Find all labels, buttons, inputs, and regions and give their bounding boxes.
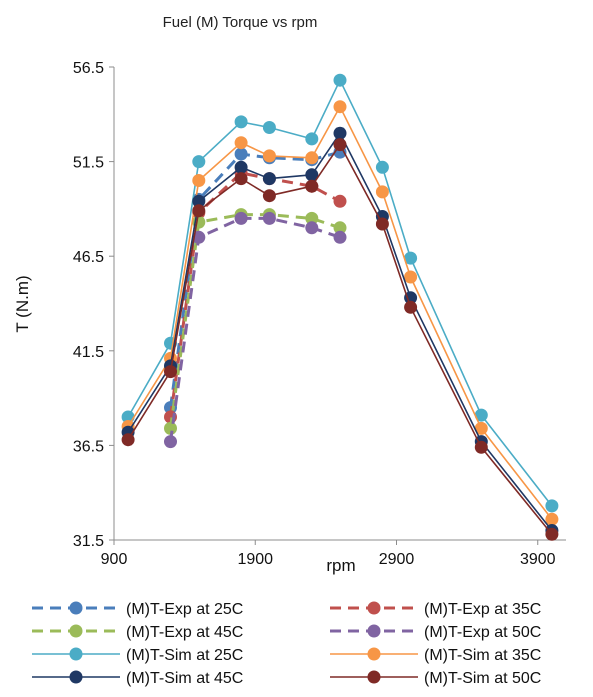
data-point (164, 435, 177, 449)
legend-item-5: (M)T-Sim at 25C (32, 647, 243, 664)
legend-swatch-marker (69, 601, 83, 615)
data-point (262, 189, 276, 203)
legend: (M)T-Exp at 25C (M)T-Exp at 35C (M)T-Exp a… (32, 601, 541, 687)
data-point (474, 440, 488, 454)
data-point (164, 365, 177, 379)
data-point (305, 132, 319, 146)
data-point (333, 100, 347, 114)
x-tick-label: 3900 (520, 551, 556, 568)
data-point (305, 151, 319, 165)
legend-label: (M)T-Exp at 35C (424, 601, 541, 618)
legend-item-2: (M)T-Exp at 35C (330, 601, 541, 618)
y-axis-title: T (N.m) (13, 275, 32, 332)
legend-label: (M)T-Sim at 25C (126, 647, 243, 664)
series-5 (121, 73, 559, 513)
axes: 31.5 36.5 41.5 46.5 51.5 56.5 900 1900 2900 3900 r… (13, 60, 566, 575)
data-point (262, 121, 276, 134)
data-point (234, 160, 248, 174)
data-point (192, 204, 206, 218)
data-point (305, 211, 319, 225)
legend-item-8: (M)T-Sim at 50C (330, 670, 541, 687)
data-point (333, 126, 347, 140)
data-point (404, 300, 418, 314)
data-point (262, 172, 276, 186)
legend-label: (M)T-Sim at 45C (126, 670, 243, 687)
y-tick-label: 36.5 (73, 438, 104, 455)
legend-label: (M)T-Sim at 35C (424, 647, 541, 664)
legend-swatch-marker (367, 670, 381, 684)
data-point (375, 160, 389, 174)
legend-swatch-marker (69, 624, 83, 638)
legend-item-7: (M)T-Sim at 45C (32, 670, 243, 687)
data-point (234, 115, 248, 129)
legend-label: (M)T-Exp at 45C (126, 624, 243, 641)
y-tick-label: 31.5 (73, 533, 104, 550)
legend-label: (M)T-Exp at 50C (424, 624, 541, 641)
series-4 (164, 211, 347, 449)
data-point (375, 217, 389, 231)
data-point (333, 73, 347, 87)
data-point (192, 174, 206, 187)
x-tick-label: 2900 (379, 551, 415, 568)
data-point (234, 172, 248, 186)
data-point (545, 527, 559, 541)
series-line (127, 132, 553, 531)
data-point (404, 291, 418, 305)
data-point (305, 221, 319, 235)
series-line (169, 216, 341, 442)
legend-item-6: (M)T-Sim at 35C (330, 647, 541, 664)
legend-item-4: (M)T-Exp at 50C (330, 624, 541, 641)
data-point (262, 211, 276, 225)
data-point (333, 221, 347, 235)
data-point (545, 512, 559, 526)
series-line (127, 105, 553, 520)
y-tick-label: 51.5 (73, 155, 104, 172)
legend-label: (M)T-Sim at 50C (424, 670, 541, 687)
chart-title: Fuel (M) Torque vs rpm (162, 14, 318, 31)
legend-swatch-marker (69, 670, 83, 684)
legend-item-1: (M)T-Exp at 25C (32, 601, 243, 618)
data-point (192, 230, 206, 244)
legend-label: (M)T-Exp at 25C (126, 601, 243, 618)
data-point (375, 185, 389, 199)
legend-swatch-marker (367, 624, 381, 638)
legend-swatch-marker (69, 647, 83, 661)
y-tick-label: 56.5 (73, 60, 104, 77)
series-6 (121, 100, 559, 526)
data-point (474, 421, 488, 435)
y-tick-label: 41.5 (73, 344, 104, 361)
x-tick-label: 1900 (237, 551, 273, 568)
data-point (234, 147, 248, 161)
y-tick-label: 46.5 (73, 249, 104, 266)
data-point (121, 433, 135, 447)
legend-swatch-marker (367, 647, 381, 661)
data-point (333, 230, 347, 244)
data-point (164, 421, 177, 435)
legend-swatch-marker (367, 601, 381, 615)
x-axis-title: rpm (326, 556, 355, 575)
data-point (474, 408, 488, 422)
data-point (545, 499, 559, 513)
series-layer (121, 73, 559, 541)
series-line (169, 213, 341, 429)
data-point (333, 138, 347, 152)
x-tick-label: 900 (101, 551, 128, 568)
data-point (333, 194, 347, 208)
data-point (192, 155, 206, 169)
series-8 (121, 138, 559, 541)
data-point (404, 270, 418, 284)
data-point (262, 149, 276, 163)
data-point (234, 211, 248, 225)
data-point (305, 179, 319, 193)
data-point (404, 251, 418, 265)
data-point (305, 168, 319, 182)
data-point (234, 136, 248, 150)
data-point (192, 194, 206, 208)
legend-item-3: (M)T-Exp at 45C (32, 624, 243, 641)
